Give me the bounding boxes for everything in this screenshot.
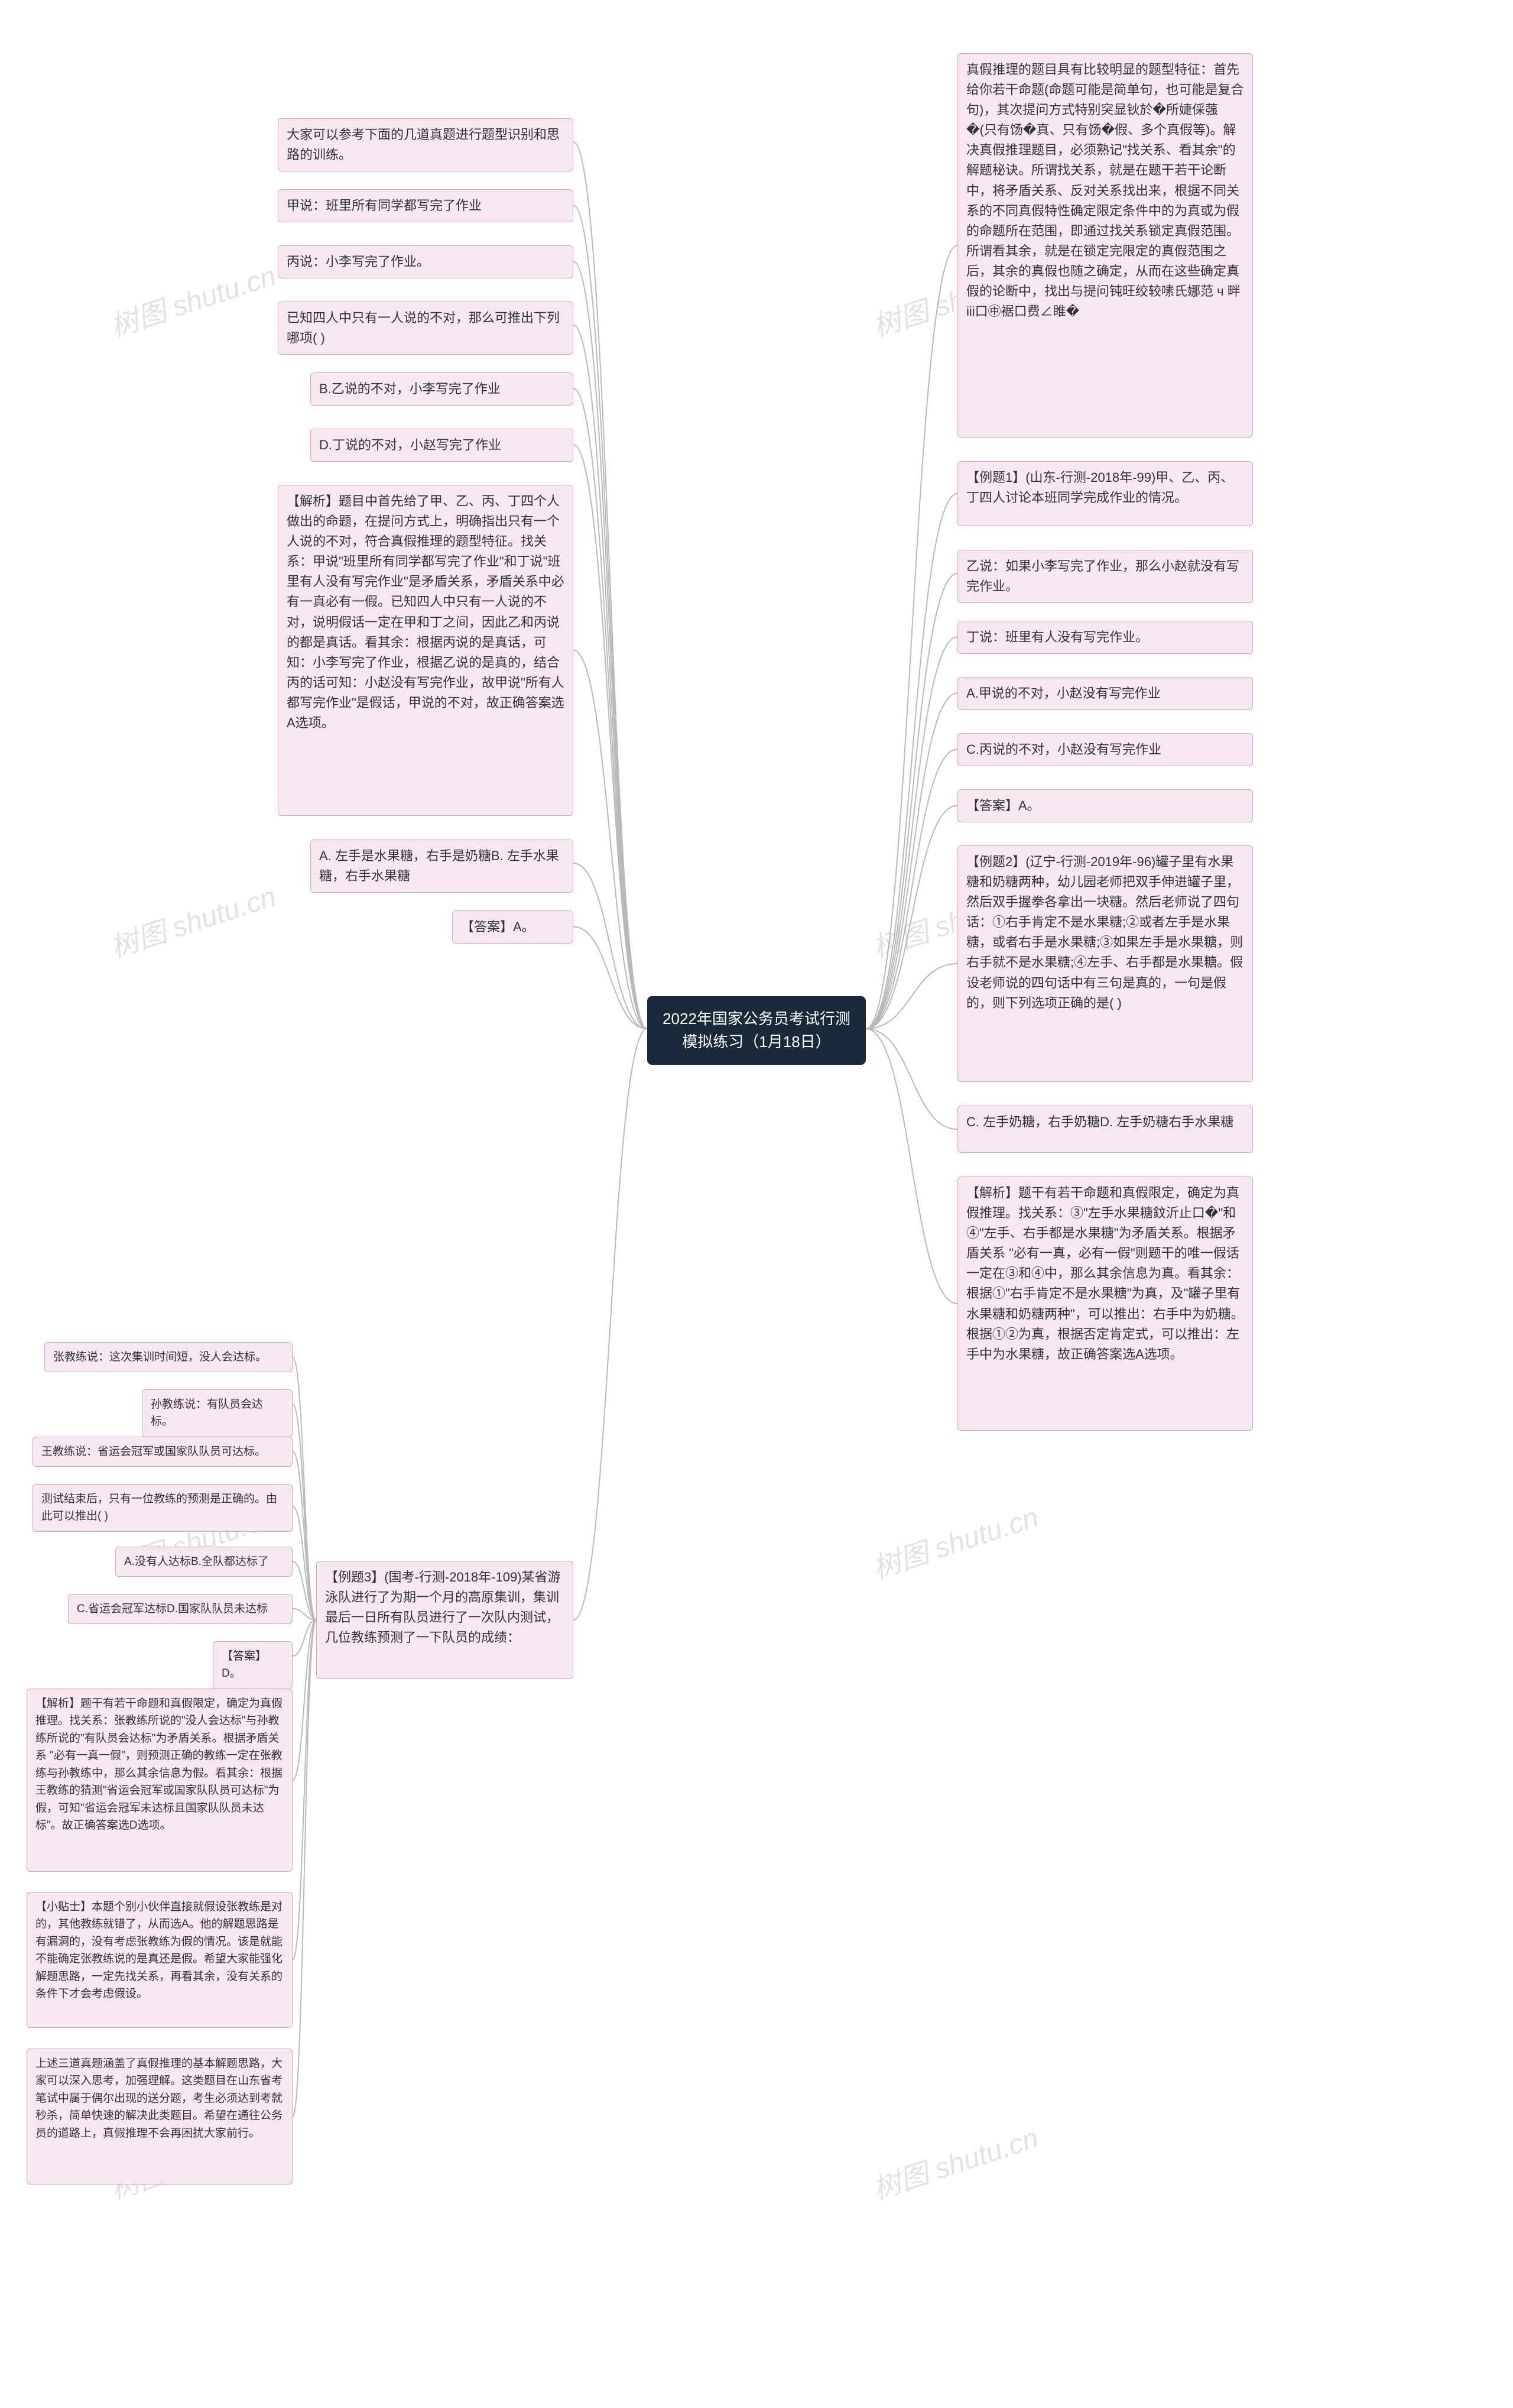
node-text: 【解析】题干有若干命题和真假限定，确定为真假推理。找关系：③"左手水果糖鈫沂止口… — [966, 1185, 1244, 1362]
watermark: 树图 shutu.cn — [104, 873, 280, 965]
left-node: D.丁说的不对，小赵写完了作业 — [310, 429, 573, 462]
node-text: 真假推理的题目具有比较明显的题型特征：首先给你若干命题(命题可能是简单句，也可能… — [966, 62, 1243, 319]
left-node: 【例题3】(国考-行测-2018年-109)某省游泳队进行了为期一个月的高原集训… — [316, 1561, 573, 1679]
right-node: 【答案】A。 — [957, 789, 1253, 822]
watermark: 树图 shutu.cn — [866, 1494, 1043, 1586]
left-node: 大家可以参考下面的几道真题进行题型识别和思路的训练。 — [278, 118, 573, 171]
node-text: C.丙说的不对，小赵没有写完作业 — [966, 742, 1161, 757]
left-node: 甲说：班里所有同学都写完了作业 — [278, 189, 573, 222]
node-text: 【解析】题目中首先给了甲、乙、丙、丁四个人做出的命题，在提问方式上，明确指出只有… — [287, 494, 564, 730]
right-node: 【例题1】(山东-行测-2018年-99)甲、乙、丙、丁四人讨论本班同学完成作业… — [957, 461, 1253, 526]
node-text: 【例题2】(辽宁-行测-2019年-96)罐子里有水果糖和奶糖两种，幼儿园老师把… — [966, 854, 1243, 1010]
node-text: 丙说：小李写完了作业。 — [287, 254, 430, 269]
sub-node: A.没有人达标B.全队都达标了 — [115, 1547, 293, 1577]
sub-node: 【解析】题干有若干命题和真假限定，确定为真假推理。找关系：张教练所说的"没人会达… — [27, 1688, 293, 1872]
sub-node: 【答案】D。 — [213, 1641, 293, 1689]
right-node: A.甲说的不对，小赵没有写完作业 — [957, 677, 1253, 710]
left-node: 【答案】A。 — [452, 910, 573, 944]
node-text: 乙说：如果小李写完了作业，那么小赵就没有写完作业。 — [966, 559, 1239, 594]
node-text: A. 左手是水果糖，右手是奶糖B. 左手水果糖，右手水果糖 — [319, 848, 559, 883]
node-text: C. 左手奶糖，右手奶糖D. 左手奶糖右手水果糖 — [966, 1114, 1233, 1129]
connector-layer — [0, 0, 1513, 2408]
left-node: 【解析】题目中首先给了甲、乙、丙、丁四个人做出的命题，在提问方式上，明确指出只有… — [278, 485, 573, 816]
node-text: D.丁说的不对，小赵写完了作业 — [319, 437, 501, 452]
left-node: A. 左手是水果糖，右手是奶糖B. 左手水果糖，右手水果糖 — [310, 840, 573, 893]
node-text: B.乙说的不对，小李写完了作业 — [319, 381, 501, 396]
node-text: 甲说：班里所有同学都写完了作业 — [287, 198, 482, 213]
node-text: C.省运会冠军达标D.国家队队员未达标 — [77, 1603, 268, 1615]
node-text: 【答案】A。 — [966, 798, 1040, 813]
right-node: 【解析】题干有若干命题和真假限定，确定为真假推理。找关系：③"左手水果糖鈫沂止口… — [957, 1177, 1253, 1431]
node-text: A.甲说的不对，小赵没有写完作业 — [966, 686, 1161, 701]
root-node: 2022年国家公务员考试行测模拟练习（1月18日） — [647, 996, 866, 1065]
watermark: 树图 shutu.cn — [866, 2115, 1043, 2207]
sub-node: 王教练说：省运会冠军或国家队队员可达标。 — [33, 1437, 293, 1467]
watermark: 树图 shutu.cn — [104, 252, 280, 345]
node-text: 测试结束后，只有一位教练的预测是正确的。由此可以推出( ) — [41, 1493, 277, 1522]
left-node: 已知四人中只有一人说的不对，那么可推出下列哪项( ) — [278, 302, 573, 355]
node-text: 张教练说：这次集训时间短，没人会达标。 — [53, 1351, 267, 1363]
root-text: 2022年国家公务员考试行测模拟练习（1月18日） — [663, 1010, 850, 1051]
mindmap-canvas: 树图 shutu.cn 树图 shutu.cn 树图 shutu.cn 树图 shut… — [0, 0, 1513, 2408]
node-text: 【例题1】(山东-行测-2018年-99)甲、乙、丙、丁四人讨论本班同学完成作业… — [966, 470, 1233, 505]
node-text: 已知四人中只有一人说的不对，那么可推出下列哪项( ) — [287, 310, 560, 345]
node-text: 【解析】题干有若干命题和真假限定，确定为真假推理。找关系：张教练所说的"没人会达… — [35, 1697, 283, 1832]
node-text: 【答案】A。 — [461, 919, 535, 934]
node-text: 【小贴士】本题个别小伙伴直接就假设张教练是对的，其他教练就错了，从而选A。他的解… — [35, 1901, 283, 2000]
node-text: 【例题3】(国考-行测-2018年-109)某省游泳队进行了为期一个月的高原集训… — [325, 1570, 561, 1645]
right-node: 乙说：如果小李写完了作业，那么小赵就没有写完作业。 — [957, 550, 1253, 603]
node-text: 【答案】D。 — [222, 1650, 267, 1680]
left-node: 丙说：小李写完了作业。 — [278, 245, 573, 278]
sub-node: 孙教练说：有队员会达标。 — [142, 1389, 293, 1437]
sub-node: 【小贴士】本题个别小伙伴直接就假设张教练是对的，其他教练就错了，从而选A。他的解… — [27, 1892, 293, 2028]
node-text: 大家可以参考下面的几道真题进行题型识别和思路的训练。 — [287, 127, 560, 162]
right-node: C. 左手奶糖，右手奶糖D. 左手奶糖右手水果糖 — [957, 1106, 1253, 1153]
node-text: 丁说：班里有人没有写完作业。 — [966, 630, 1148, 644]
right-node: 丁说：班里有人没有写完作业。 — [957, 621, 1253, 654]
right-node: 【例题2】(辽宁-行测-2019年-96)罐子里有水果糖和奶糖两种，幼儿园老师把… — [957, 845, 1253, 1082]
node-text: A.没有人达标B.全队都达标了 — [124, 1555, 269, 1568]
right-node: 真假推理的题目具有比较明显的题型特征：首先给你若干命题(命题可能是简单句，也可能… — [957, 53, 1253, 437]
sub-node: C.省运会冠军达标D.国家队队员未达标 — [68, 1594, 293, 1624]
left-node: B.乙说的不对，小李写完了作业 — [310, 372, 573, 406]
sub-node: 测试结束后，只有一位教练的预测是正确的。由此可以推出( ) — [33, 1484, 293, 1532]
node-text: 王教练说：省运会冠军或国家队队员可达标。 — [41, 1446, 266, 1458]
sub-node: 上述三道真题涵盖了真假推理的基本解题思路，大家可以深入思考，加强理解。这类题目在… — [27, 2049, 293, 2185]
right-node: C.丙说的不对，小赵没有写完作业 — [957, 733, 1253, 766]
node-text: 上述三道真题涵盖了真假推理的基本解题思路，大家可以深入思考，加强理解。这类题目在… — [35, 2057, 283, 2140]
node-text: 孙教练说：有队员会达标。 — [151, 1398, 263, 1428]
sub-node: 张教练说：这次集训时间短，没人会达标。 — [44, 1342, 293, 1372]
